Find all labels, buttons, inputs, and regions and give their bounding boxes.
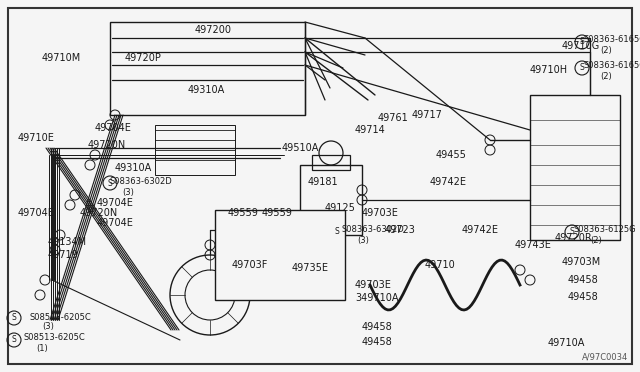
Text: (1): (1) (36, 344, 48, 353)
Text: (2): (2) (600, 45, 612, 55)
Text: A/97C0034: A/97C0034 (582, 353, 628, 362)
Text: (2): (2) (590, 235, 602, 244)
Text: S: S (580, 64, 584, 73)
Text: 49458: 49458 (362, 337, 393, 347)
Text: 49704E: 49704E (95, 123, 132, 133)
Text: 49720N: 49720N (80, 208, 118, 218)
Text: S: S (108, 179, 113, 187)
Text: (3): (3) (357, 235, 369, 244)
Bar (312, 155, 350, 170)
Text: S: S (580, 38, 584, 46)
Bar (155, 125, 235, 175)
Text: S08363-6165G: S08363-6165G (584, 35, 640, 45)
Text: (3): (3) (122, 189, 134, 198)
Text: 49458: 49458 (568, 292, 599, 302)
Bar (215, 210, 345, 300)
Text: 49181: 49181 (308, 177, 339, 187)
Text: 49723: 49723 (385, 225, 416, 235)
Text: S08513-6205C: S08513-6205C (30, 312, 92, 321)
Text: S: S (12, 314, 17, 323)
Text: S08363-6302D: S08363-6302D (342, 224, 404, 234)
Text: 497200: 497200 (195, 25, 232, 35)
Bar (110, 22, 305, 115)
Text: (2): (2) (600, 71, 612, 80)
Text: 49125: 49125 (325, 203, 356, 213)
Text: 49455: 49455 (436, 150, 467, 160)
Text: 49710G: 49710G (562, 41, 600, 51)
Bar (300, 165, 362, 235)
Text: 49717: 49717 (412, 110, 443, 120)
Text: S: S (570, 228, 574, 237)
Text: S08363-6165G: S08363-6165G (584, 61, 640, 71)
Text: 49703F: 49703F (232, 260, 268, 270)
Text: 49720N: 49720N (88, 140, 126, 150)
Text: 49761: 49761 (378, 113, 409, 123)
Text: 49742E: 49742E (430, 177, 467, 187)
Text: 49310A: 49310A (115, 163, 152, 173)
Text: 49710M: 49710M (42, 53, 81, 63)
Text: 49458: 49458 (362, 322, 393, 332)
Bar (530, 95, 620, 240)
Text: 49710H: 49710H (530, 65, 568, 75)
Text: 49704E: 49704E (97, 198, 134, 208)
Text: 49743E: 49743E (515, 240, 552, 250)
Text: 49720R: 49720R (555, 233, 593, 243)
Text: 49703E: 49703E (362, 208, 399, 218)
Text: S08363-6302D: S08363-6302D (110, 177, 173, 186)
Text: S: S (335, 228, 339, 237)
Text: 49559: 49559 (228, 208, 259, 218)
Text: S08363-6125G: S08363-6125G (574, 225, 637, 234)
Text: 49704E: 49704E (18, 208, 55, 218)
Text: 49703M: 49703M (562, 257, 601, 267)
Text: 49720P: 49720P (125, 53, 162, 63)
Text: 49310A: 49310A (188, 85, 225, 95)
Text: 49742E: 49742E (462, 225, 499, 235)
Text: S08513-6205C: S08513-6205C (24, 334, 86, 343)
Text: 49134M: 49134M (48, 237, 87, 247)
Text: (3): (3) (42, 323, 54, 331)
Text: S: S (12, 336, 17, 344)
Text: 49714: 49714 (355, 125, 386, 135)
Text: 349710A: 349710A (355, 293, 399, 303)
Text: 49719: 49719 (48, 250, 79, 260)
Text: 49710A: 49710A (548, 338, 586, 348)
Text: 49704E: 49704E (97, 218, 134, 228)
Text: 49559: 49559 (262, 208, 293, 218)
Text: 49710E: 49710E (18, 133, 55, 143)
Text: 49735E: 49735E (292, 263, 329, 273)
Text: 49710: 49710 (425, 260, 456, 270)
Text: 49510A: 49510A (282, 143, 319, 153)
Text: 49458: 49458 (568, 275, 599, 285)
Text: 49703E: 49703E (355, 280, 392, 290)
